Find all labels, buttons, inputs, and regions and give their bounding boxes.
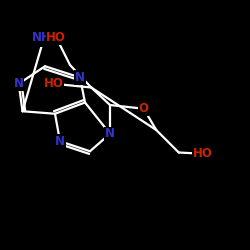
Text: N: N (105, 127, 115, 140)
Text: N: N (55, 135, 65, 148)
Text: N: N (75, 71, 85, 84)
Text: HO: HO (192, 147, 212, 160)
Text: O: O (139, 102, 149, 115)
Text: HO: HO (44, 77, 64, 90)
Text: NH$_2$: NH$_2$ (31, 31, 57, 46)
Text: HO: HO (46, 31, 66, 44)
Text: N: N (14, 77, 24, 90)
